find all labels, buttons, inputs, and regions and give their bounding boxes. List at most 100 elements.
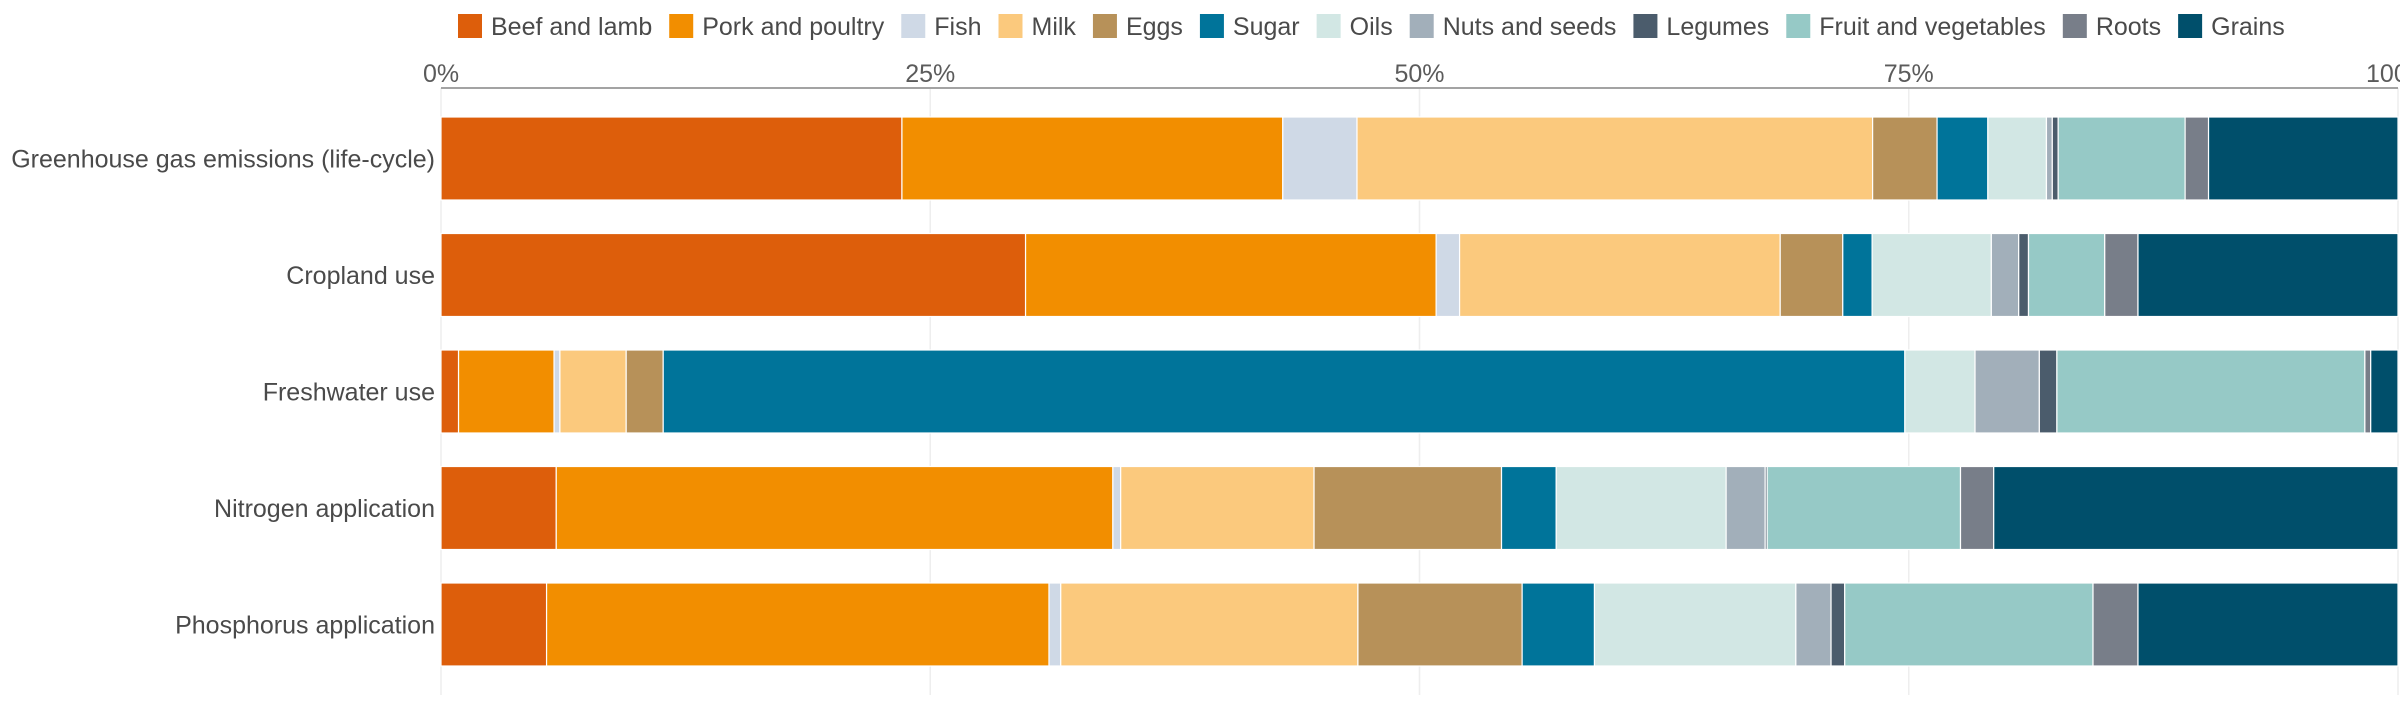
category-label: Nitrogen application: [214, 495, 435, 523]
bar-segment-cropland-use-oils: [1871, 232, 1992, 318]
bar-segment-phosphorus-application-sugar: [1521, 582, 1596, 667]
bar-segment-freshwater-use-milk: [559, 349, 627, 434]
legend-label: Eggs: [1126, 13, 1183, 41]
legend: Beef and lamb Pork and poultry Fish Milk Egg…: [458, 13, 2285, 41]
bar-segment-greenhouse-gas-emissions-life-cycle-pork-and-poultry: [901, 116, 1284, 201]
bar-segment-phosphorus-application-grains: [2137, 582, 2399, 667]
legend-item-milk[interactable]: Milk: [998, 13, 1077, 41]
bar-segment-greenhouse-gas-emissions-life-cycle-oils: [1987, 116, 2048, 201]
bar-segment-phosphorus-application-beef-and-lamb: [440, 582, 548, 667]
x-axis: 0% 25% 50% 75% 100%: [423, 60, 2400, 89]
bar-segment-greenhouse-gas-emissions-life-cycle-sugar: [1936, 116, 1989, 201]
bar-segment-nitrogen-application-beef-and-lamb: [440, 465, 557, 551]
bar-segment-phosphorus-application-oils: [1593, 582, 1797, 667]
legend-item-roots[interactable]: Roots: [2062, 13, 2161, 41]
bar-segment-cropland-use-eggs: [1779, 232, 1844, 318]
bar-segment-freshwater-use-fruit-and-vegetables: [2056, 349, 2366, 434]
legend-swatch: [1092, 14, 1117, 38]
legend-label: Nuts and seeds: [1443, 13, 1617, 41]
legend-label: Fruit and vegetables: [1819, 13, 2046, 41]
bar-segment-nitrogen-application-eggs: [1313, 465, 1503, 551]
bar-segment-phosphorus-application-nuts-and-seeds: [1795, 582, 1832, 667]
bars: [440, 116, 2399, 667]
bar-segment-cropland-use-pork-and-poultry: [1024, 232, 1437, 318]
legend-swatch: [2062, 14, 2087, 38]
bar-segment-freshwater-use-sugar: [662, 349, 1906, 434]
legend-item-beef-and-lamb[interactable]: Beef and lamb: [458, 13, 652, 41]
bar-segment-freshwater-use-legumes: [2038, 349, 2058, 434]
legend-label: Beef and lamb: [491, 13, 652, 41]
bar-segment-phosphorus-application-milk: [1060, 582, 1359, 667]
bar-segment-greenhouse-gas-emissions-life-cycle-grains: [2207, 116, 2399, 201]
bar-segment-nitrogen-application-oils: [1555, 465, 1727, 551]
bar-segment-greenhouse-gas-emissions-life-cycle-milk: [1356, 116, 1874, 201]
legend-label: Pork and poultry: [702, 13, 885, 41]
bar-segment-nitrogen-application-nuts-and-seeds: [1725, 465, 1766, 551]
bar-segment-freshwater-use-roots: [2364, 349, 2372, 434]
bar-segment-nitrogen-application-milk: [1120, 465, 1315, 551]
bar-segment-cropland-use-fish: [1435, 232, 1461, 318]
bar-segment-cropland-use-beef-and-lamb: [440, 232, 1027, 318]
legend-swatch: [669, 14, 694, 38]
legend-swatch: [1316, 14, 1341, 38]
bar-segment-greenhouse-gas-emissions-life-cycle-nuts-and-seeds: [2045, 116, 2053, 201]
x-tick-label: 25%: [905, 60, 955, 88]
legend-label: Roots: [2096, 13, 2161, 41]
legend-swatch: [901, 14, 926, 38]
category-label: Cropland use: [286, 262, 435, 290]
bar-segment-cropland-use-milk: [1458, 232, 1781, 318]
legend-item-fish[interactable]: Fish: [901, 13, 982, 41]
bar-segment-greenhouse-gas-emissions-life-cycle-fruit-and-vegetables: [2057, 116, 2186, 201]
bar-segment-phosphorus-application-fish: [1048, 582, 1062, 667]
bar-segment-greenhouse-gas-emissions-life-cycle-legumes: [2051, 116, 2059, 201]
bar-segment-phosphorus-application-legumes: [1830, 582, 1846, 667]
bar-segment-cropland-use-nuts-and-seeds: [1990, 232, 2020, 318]
bar-segment-nitrogen-application-grains: [1993, 465, 2399, 551]
legend-swatch: [1409, 14, 1434, 38]
bar-segment-nitrogen-application-fish: [1112, 465, 1122, 551]
bar-segment-phosphorus-application-roots: [2092, 582, 2139, 667]
category-labels: Greenhouse gas emissions (life-cycle) Cro…: [11, 146, 435, 640]
category-label: Freshwater use: [263, 379, 435, 407]
legend-swatch: [1199, 14, 1224, 38]
bar-segment-freshwater-use-pork-and-poultry: [457, 349, 555, 434]
legend-item-sugar[interactable]: Sugar: [1199, 13, 1300, 41]
legend-label: Fish: [934, 13, 981, 41]
legend-label: Grains: [2211, 13, 2285, 41]
bar-segment-cropland-use-grains: [2137, 232, 2399, 318]
legend-item-oils[interactable]: Oils: [1316, 13, 1393, 41]
legend-swatch: [1786, 14, 1811, 38]
bar-segment-phosphorus-application-fruit-and-vegetables: [1844, 582, 2094, 667]
bar-segment-phosphorus-application-eggs: [1357, 582, 1523, 667]
legend-item-fruit-and-vegetables[interactable]: Fruit and vegetables: [1786, 13, 2046, 41]
bar-segment-freshwater-use-oils: [1904, 349, 1976, 434]
x-tick-label: 75%: [1884, 60, 1934, 88]
bar-segment-cropland-use-sugar: [1842, 232, 1873, 318]
legend-label: Sugar: [1233, 13, 1300, 41]
legend-swatch: [458, 14, 482, 38]
category-label: Phosphorus application: [175, 612, 435, 640]
bar-segment-nitrogen-application-roots: [1959, 465, 1995, 551]
legend-label: Oils: [1350, 13, 1393, 41]
category-label: Greenhouse gas emissions (life-cycle): [11, 146, 435, 174]
legend-item-pork-and-poultry[interactable]: Pork and poultry: [669, 13, 885, 41]
bar-segment-greenhouse-gas-emissions-life-cycle-roots: [2184, 116, 2210, 201]
bar-segment-nitrogen-application-sugar: [1500, 465, 1557, 551]
legend-item-eggs[interactable]: Eggs: [1092, 13, 1183, 41]
bar-segment-freshwater-use-beef-and-lamb: [440, 349, 460, 434]
bar-segment-greenhouse-gas-emissions-life-cycle-beef-and-lamb: [440, 116, 903, 201]
legend-item-nuts-and-seeds[interactable]: Nuts and seeds: [1409, 13, 1617, 41]
legend-label: Legumes: [1666, 13, 1769, 41]
bar-segment-freshwater-use-fish: [553, 349, 561, 434]
x-tick-label: 100%: [2366, 60, 2400, 88]
bar-segment-freshwater-use-nuts-and-seeds: [1974, 349, 2040, 434]
legend-swatch: [2178, 14, 2203, 38]
legend-item-grains[interactable]: Grains: [2178, 13, 2285, 41]
x-tick-label: 0%: [423, 60, 459, 88]
bar-segment-freshwater-use-eggs: [625, 349, 664, 434]
x-tick-label: 50%: [1394, 60, 1444, 88]
bar-segment-cropland-use-fruit-and-vegetables: [2027, 232, 2106, 318]
bar-segment-cropland-use-roots: [2104, 232, 2139, 318]
legend-item-legumes[interactable]: Legumes: [1633, 13, 1769, 41]
